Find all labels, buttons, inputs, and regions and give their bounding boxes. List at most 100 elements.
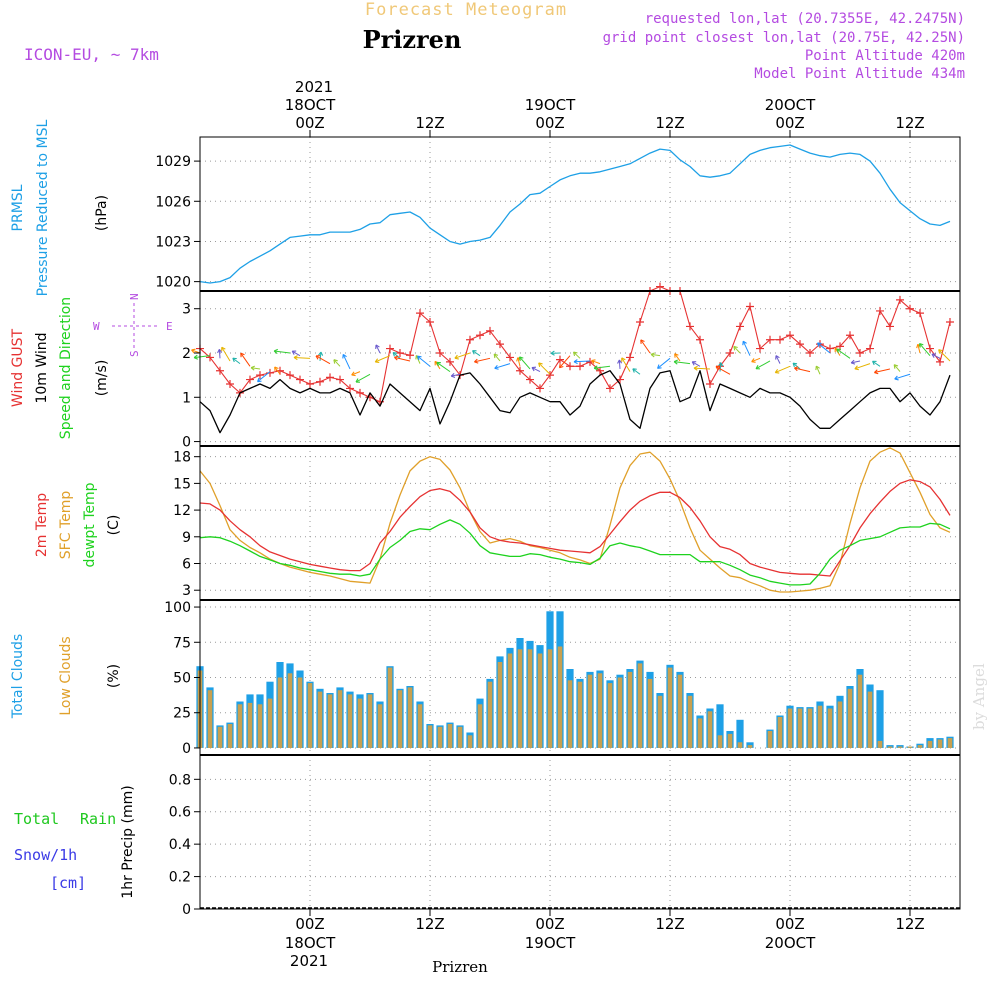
wind-gust-marker (896, 295, 904, 304)
wind-arrow-head (274, 366, 279, 372)
wind-gust-marker (246, 375, 254, 384)
wind-direction-arrow (591, 360, 601, 365)
wind-arrow-head (621, 357, 626, 362)
pressure-ytick-label: 1026 (155, 194, 191, 210)
precip-cm-label: [cm] (50, 874, 86, 892)
wind-arrow-head (392, 351, 398, 357)
wind-arrow-head (751, 358, 756, 363)
wind-direction-arrow (751, 357, 761, 363)
wind-arrow-head (250, 365, 255, 371)
low-cloud-bar (747, 745, 753, 748)
wind-direction-arrow (719, 362, 722, 372)
low-cloud-bar (507, 653, 513, 748)
bottom-hour-label: 00Z (775, 915, 804, 933)
wind-gust-marker (726, 349, 734, 357)
low-cloud-bar (797, 708, 803, 748)
precip-snow-label: Snow/1h (14, 846, 77, 864)
wind-gust-marker (336, 375, 344, 384)
top-hour-label: 12Z (655, 114, 684, 132)
wind-arrow-head (617, 359, 623, 364)
wind-direction-arrow (851, 360, 861, 364)
wind-gust-marker (556, 355, 564, 364)
wind-arrow-head (518, 356, 524, 361)
pressure-ytick-label: 1020 (155, 275, 191, 291)
low-cloud-bar (307, 683, 313, 748)
low-cloud-bar (517, 649, 523, 748)
wind-gust-marker (356, 388, 364, 397)
total-cloud-bar (876, 690, 884, 748)
compass-e: E (166, 320, 173, 333)
wind-direction-arrow (415, 355, 421, 364)
wind-direction-arrow (315, 355, 331, 365)
precip-ytick-label: 0.4 (169, 837, 191, 853)
cloud-ytick-label: 100 (164, 600, 191, 616)
wind-gust-marker (536, 384, 544, 393)
bottom-hour-label: 00Z (295, 915, 324, 933)
model-label: ICON-EU, ~ 7km (24, 45, 159, 64)
low-cloud-bar (897, 746, 903, 748)
wind-gust-marker (266, 368, 274, 377)
low-cloud-bar (547, 649, 553, 748)
wind-arrow-head (240, 352, 245, 358)
wind-gust-marker (486, 326, 494, 335)
wind-direction-arrow (474, 357, 491, 363)
wind-gust-line (199, 286, 951, 403)
top-year: 2021 (295, 78, 333, 96)
wind-gust-marker (416, 309, 424, 318)
wind-gust-marker (736, 322, 744, 331)
low-cloud-label: Low Clouds (58, 636, 74, 715)
wind-gust-marker (296, 375, 304, 384)
wind-direction-arrow (938, 349, 951, 362)
wind-arrow-head (417, 355, 422, 361)
faded-title: Forecast Meteogram (365, 0, 567, 20)
wind-arrow-head (531, 366, 537, 372)
wind-gust-marker (746, 302, 754, 311)
wind-direction-arrow (674, 353, 681, 362)
low-cloud-bar (217, 726, 223, 748)
wind-direction-arrow (931, 353, 941, 359)
wind-gust-marker (906, 304, 914, 313)
wind-arrow-head (815, 365, 820, 371)
low-cloud-bar (347, 694, 353, 748)
wind-direction-arrow (454, 352, 471, 359)
wind-direction-arrow (559, 355, 571, 369)
pressure-ytick-label: 1023 (155, 234, 191, 250)
wind-arrow-head (291, 350, 297, 355)
wind-direction-arrow (517, 357, 521, 367)
low-cloud-bar (247, 702, 253, 748)
top-hour-label: 00Z (295, 114, 324, 132)
wind-direction-arrow (917, 344, 921, 354)
wind-arrow-head (318, 351, 324, 356)
footer-location: Prizren (432, 958, 488, 976)
wind-direction-arrow (232, 357, 241, 365)
wind-direction-arrow (274, 366, 281, 375)
wind-gust-marker (316, 377, 324, 386)
wind-gust-marker (396, 349, 404, 357)
low-cloud-bar (277, 677, 283, 748)
wind-direction-arrow (472, 350, 481, 357)
wind-direction-arrow (854, 363, 871, 370)
bottom-date-label: 19OCT (525, 934, 576, 952)
low-cloud-bar (947, 738, 953, 748)
wind-arrow-head (794, 366, 799, 372)
wind-direction-arrow (792, 362, 801, 370)
low-cloud-bar (317, 691, 323, 748)
pressure-unit: (hPa) (94, 195, 110, 231)
point-altitude: Point Altitude 420m (805, 48, 965, 64)
precip-panel-frame (199, 754, 961, 910)
wind-direction-arrow (342, 354, 351, 370)
watermark: by Angel (970, 663, 988, 730)
wind-gust-marker (516, 366, 524, 375)
low-cloud-bar (257, 704, 263, 748)
wind-arrow-head (221, 346, 226, 352)
wind-direction-arrow (775, 355, 781, 364)
low-cloud-bar (577, 681, 583, 748)
wind-arrow-head (693, 365, 698, 371)
bottom-hour-label: 12Z (415, 915, 444, 933)
dewpt-temp-line (199, 519, 951, 586)
wind-direction-arrow (594, 365, 611, 369)
wind-direction-arrow (651, 353, 661, 357)
wind-arrow-head (836, 348, 841, 354)
wind-arrow-head (472, 350, 477, 355)
wind-direction-arrow (618, 359, 621, 369)
